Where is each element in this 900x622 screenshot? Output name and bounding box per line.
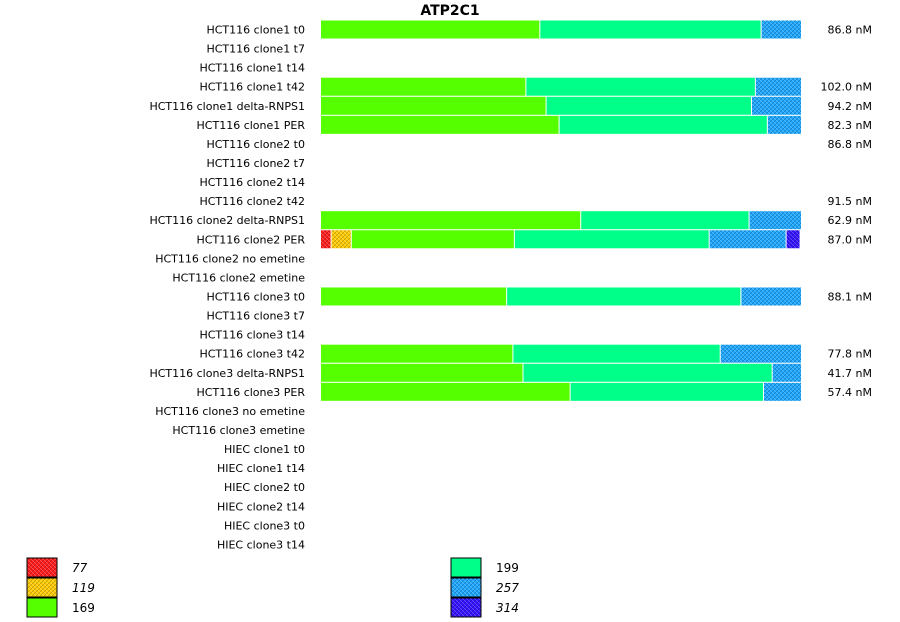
- bar-segment-169: [321, 363, 523, 382]
- bar-segment-257: [755, 77, 801, 96]
- row-label: HIEC clone1 t14: [217, 462, 305, 475]
- bar-segment-199: [513, 344, 720, 363]
- row-label: HCT116 clone2 t0: [206, 138, 305, 151]
- bar-segment-199: [546, 96, 751, 115]
- legend-swatch: [450, 577, 482, 598]
- bar-segment-169: [321, 115, 559, 134]
- bar-segment-169: [321, 344, 513, 363]
- row-label: HIEC clone3 t0: [224, 519, 305, 532]
- row-value: 102.0 nM: [821, 81, 872, 94]
- row-label: HCT116 clone3 t14: [199, 329, 305, 342]
- row-value: 87.0 nM: [828, 233, 872, 246]
- row-label: HIEC clone2 t14: [217, 500, 305, 513]
- row-label: HCT116 clone1 delta-RNPS1: [149, 100, 305, 113]
- bar-segment-199: [540, 20, 761, 39]
- bar-segment-257: [767, 115, 801, 134]
- legend-swatch: [450, 597, 482, 618]
- bar-segment-169: [321, 211, 581, 230]
- row-value: 86.8 nM: [828, 24, 872, 37]
- bar-segment-257: [709, 230, 786, 249]
- row-label: HCT116 clone2 PER: [197, 233, 306, 246]
- row-label: HIEC clone2 t0: [224, 481, 305, 494]
- row-label: HCT116 clone2 t14: [199, 176, 305, 189]
- chart-title: ATP2C1: [420, 3, 479, 19]
- bar-segment-199: [581, 211, 749, 230]
- bar-segment-257: [741, 287, 801, 306]
- row-label: HCT116 clone3 t0: [206, 291, 305, 304]
- bar-segment-314: [786, 230, 800, 249]
- row-value: 77.8 nM: [828, 348, 872, 361]
- bar-segment-169: [321, 96, 546, 115]
- bar-segment-257: [751, 96, 801, 115]
- bar-segment-169: [321, 287, 507, 306]
- row-label: HCT116 clone1 PER: [197, 119, 306, 132]
- bar-segment-199: [570, 382, 763, 401]
- bar-segment-257: [772, 363, 801, 382]
- bar-segment-77: [321, 230, 331, 249]
- row-value: 41.7 nM: [828, 367, 872, 380]
- bar-segment-257: [764, 382, 801, 401]
- row-value: 94.2 nM: [828, 100, 872, 113]
- row-label: HCT116 clone2 t42: [199, 195, 305, 208]
- row-label: HCT116 clone2 t7: [206, 157, 305, 170]
- bar-segment-257: [720, 344, 801, 363]
- row-label: HCT116 clone3 t7: [206, 310, 305, 323]
- row-label: HIEC clone1 t0: [224, 443, 305, 456]
- row-value: 82.3 nM: [828, 119, 872, 132]
- bar-segment-199: [514, 230, 709, 249]
- legend-label: 119: [72, 581, 95, 595]
- legend-swatch: [450, 557, 482, 578]
- bar-segment-199: [507, 287, 741, 306]
- row-value: 88.1 nM: [828, 291, 872, 304]
- row-value: 86.8 nM: [828, 138, 872, 151]
- row-label: HCT116 clone3 emetine: [172, 424, 305, 437]
- row-label: HCT116 clone2 emetine: [172, 271, 305, 284]
- row-label: HCT116 clone1 t0: [206, 24, 305, 37]
- bar-segment-119: [331, 230, 351, 249]
- bar-segment-257: [749, 211, 801, 230]
- legend-swatch: [26, 577, 58, 598]
- row-label: HCT116 clone1 t14: [199, 62, 305, 75]
- bar-segment-169: [321, 382, 570, 401]
- bar-segment-169: [321, 77, 526, 96]
- bar-segment-169: [321, 20, 540, 39]
- legend-label: 77: [72, 561, 88, 575]
- row-value: 57.4 nM: [828, 386, 872, 399]
- bar-segment-257: [761, 20, 801, 39]
- legend-label: 257: [496, 581, 519, 595]
- bar-segment-199: [526, 77, 755, 96]
- row-label: HCT116 clone3 delta-RNPS1: [149, 367, 305, 380]
- row-label: HCT116 clone2 delta-RNPS1: [149, 214, 305, 227]
- bar-segment-199: [523, 363, 772, 382]
- row-label: HCT116 clone3 PER: [197, 386, 306, 399]
- row-label: HCT116 clone1 t42: [199, 81, 305, 94]
- row-value: 91.5 nM: [828, 195, 872, 208]
- legend-swatch: [26, 597, 58, 618]
- row-label: HCT116 clone2 no emetine: [155, 252, 305, 265]
- row-label: HIEC clone3 t14: [217, 538, 305, 551]
- legend-label: 169: [72, 601, 95, 615]
- legend-label: 314: [496, 601, 519, 615]
- legend-label: 199: [496, 561, 519, 575]
- row-label: HCT116 clone3 t42: [199, 348, 305, 361]
- row-label: HCT116 clone3 no emetine: [155, 405, 305, 418]
- bar-segment-169: [351, 230, 514, 249]
- row-label: HCT116 clone1 t7: [206, 43, 305, 56]
- legend-swatch: [26, 557, 58, 578]
- bar-segment-199: [559, 115, 767, 134]
- row-value: 62.9 nM: [828, 214, 872, 227]
